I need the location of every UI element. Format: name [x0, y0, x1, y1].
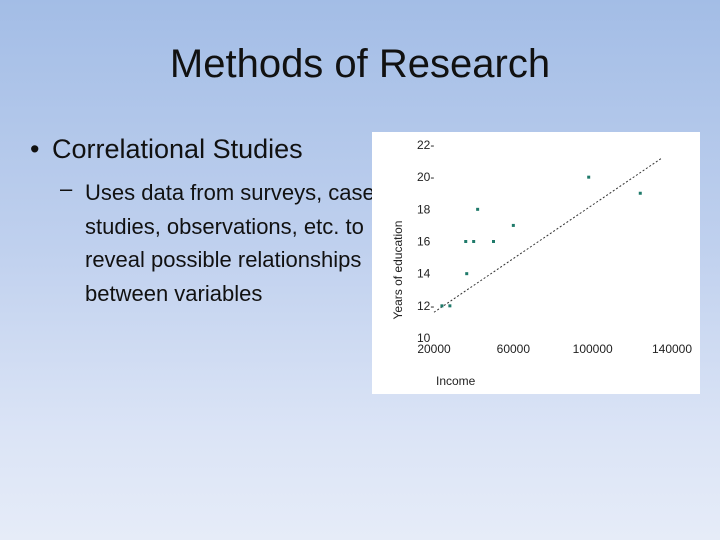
data-point: [638, 191, 642, 195]
slide-title: Methods of Research: [169, 42, 551, 86]
data-point: [511, 223, 515, 227]
y-tick-label: 16: [417, 235, 431, 249]
x-tick-label: 20000: [417, 342, 451, 356]
data-point: [465, 272, 469, 276]
y-tick-label: 22-: [417, 138, 434, 152]
bullet-dot-icon: •: [30, 134, 40, 164]
data-point: [448, 304, 452, 308]
data-point: [492, 240, 495, 243]
y-axis-label: Years of education: [391, 221, 405, 320]
sub-bullet-text: Uses data from surveys, case studies, ob…: [85, 180, 375, 306]
y-tick-label: 10: [417, 331, 431, 345]
bullet-correlational-studies: • Correlational Studies: [30, 134, 303, 165]
y-tick-label: 18: [417, 202, 431, 216]
sub-bullet-dash: –: [60, 176, 73, 201]
scatter-chart: 10 12- 14 16 18 20- 22- 20000 60000 100000 140000…: [372, 132, 700, 394]
y-tick-label: 14: [417, 267, 431, 281]
data-point: [464, 240, 468, 243]
x-tick-label: 100000: [573, 342, 613, 356]
trend-line: [433, 157, 663, 313]
data-point: [440, 304, 444, 308]
bullet-text: Correlational Studies: [52, 134, 303, 164]
x-axis-label: Income: [436, 374, 476, 388]
x-tick-label: 60000: [497, 342, 531, 356]
scatter-chart-svg: 10 12- 14 16 18 20- 22- 20000 60000 100000 140000…: [391, 138, 692, 388]
data-point: [472, 240, 476, 243]
y-tick-label: 20-: [417, 170, 434, 184]
data-point: [476, 207, 480, 211]
data-point: [587, 175, 591, 179]
x-tick-label: 140000: [652, 342, 692, 356]
y-tick-label: 12-: [417, 299, 434, 313]
